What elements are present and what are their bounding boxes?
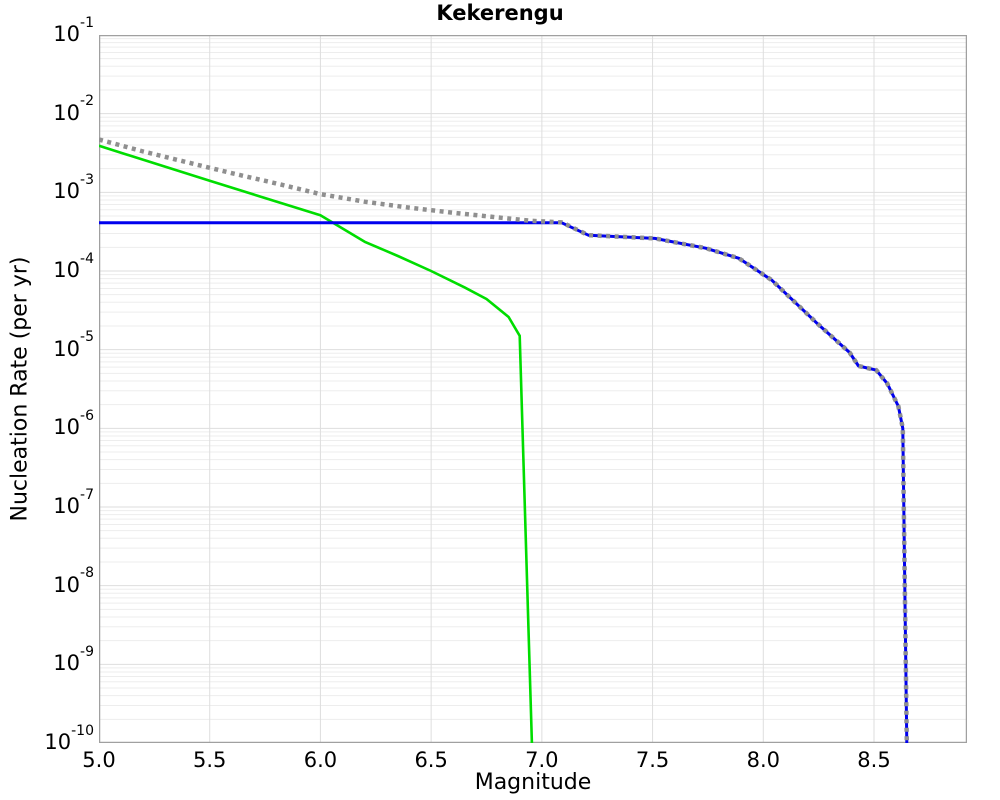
series-gray-dotted-curve xyxy=(99,137,910,743)
x-tick-label: 6.0 xyxy=(303,748,338,772)
y-tick-base: 10 xyxy=(44,730,72,754)
y-tick-base: 10 xyxy=(53,336,81,361)
y-tick-exponent: -10 xyxy=(71,722,94,739)
y-tick-label: 10-8 xyxy=(0,566,94,597)
x-tick-label: 8.5 xyxy=(857,748,891,772)
x-axis-label: Magnitude xyxy=(474,770,592,795)
y-tick-label: 10-1 xyxy=(0,16,94,46)
x-tick-label: 8.0 xyxy=(746,748,780,772)
y-tick-exponent: -2 xyxy=(80,93,94,110)
x-tick-label: 7.0 xyxy=(525,748,559,772)
y-tick-label: 10-10 xyxy=(0,724,94,754)
plot-area xyxy=(99,35,967,743)
y-tick-exponent: -4 xyxy=(80,250,94,267)
y-tick-label: 10-7 xyxy=(0,488,94,518)
y-tick-exponent: -5 xyxy=(80,329,94,346)
y-tick-label: 10-9 xyxy=(0,645,94,676)
series-green-curve xyxy=(99,144,534,743)
x-tick-label: 6.5 xyxy=(414,748,448,772)
y-tick-label: 10-5 xyxy=(0,330,94,361)
y-tick-label: 10-4 xyxy=(0,252,94,282)
y-tick-base: 10 xyxy=(53,22,81,46)
y-tick-exponent: -3 xyxy=(80,172,94,189)
y-tick-exponent: -7 xyxy=(80,486,94,503)
y-tick-label: 10-2 xyxy=(0,94,94,125)
y-tick-exponent: -6 xyxy=(80,408,94,425)
y-tick-base: 10 xyxy=(53,651,81,676)
y-tick-base: 10 xyxy=(53,100,81,125)
y-tick-label: 10-3 xyxy=(0,173,94,204)
y-tick-label: 10-6 xyxy=(0,409,94,440)
y-axis-label: Nucleation Rate (per yr) xyxy=(7,256,33,522)
x-tick-label: 5.0 xyxy=(82,748,116,772)
y-tick-exponent: -1 xyxy=(80,14,94,31)
x-tick-label: 5.5 xyxy=(193,748,227,772)
y-tick-base: 10 xyxy=(53,258,81,282)
y-tick-base: 10 xyxy=(53,415,81,440)
plot-frame xyxy=(99,35,967,743)
y-tick-exponent: -9 xyxy=(80,644,94,661)
y-tick-exponent: -8 xyxy=(80,565,94,582)
chart-title: Kekerengu xyxy=(436,1,564,25)
y-tick-base: 10 xyxy=(53,494,81,518)
x-tick-label: 7.5 xyxy=(635,748,670,772)
y-tick-base: 10 xyxy=(53,179,81,204)
y-tick-base: 10 xyxy=(53,572,81,597)
